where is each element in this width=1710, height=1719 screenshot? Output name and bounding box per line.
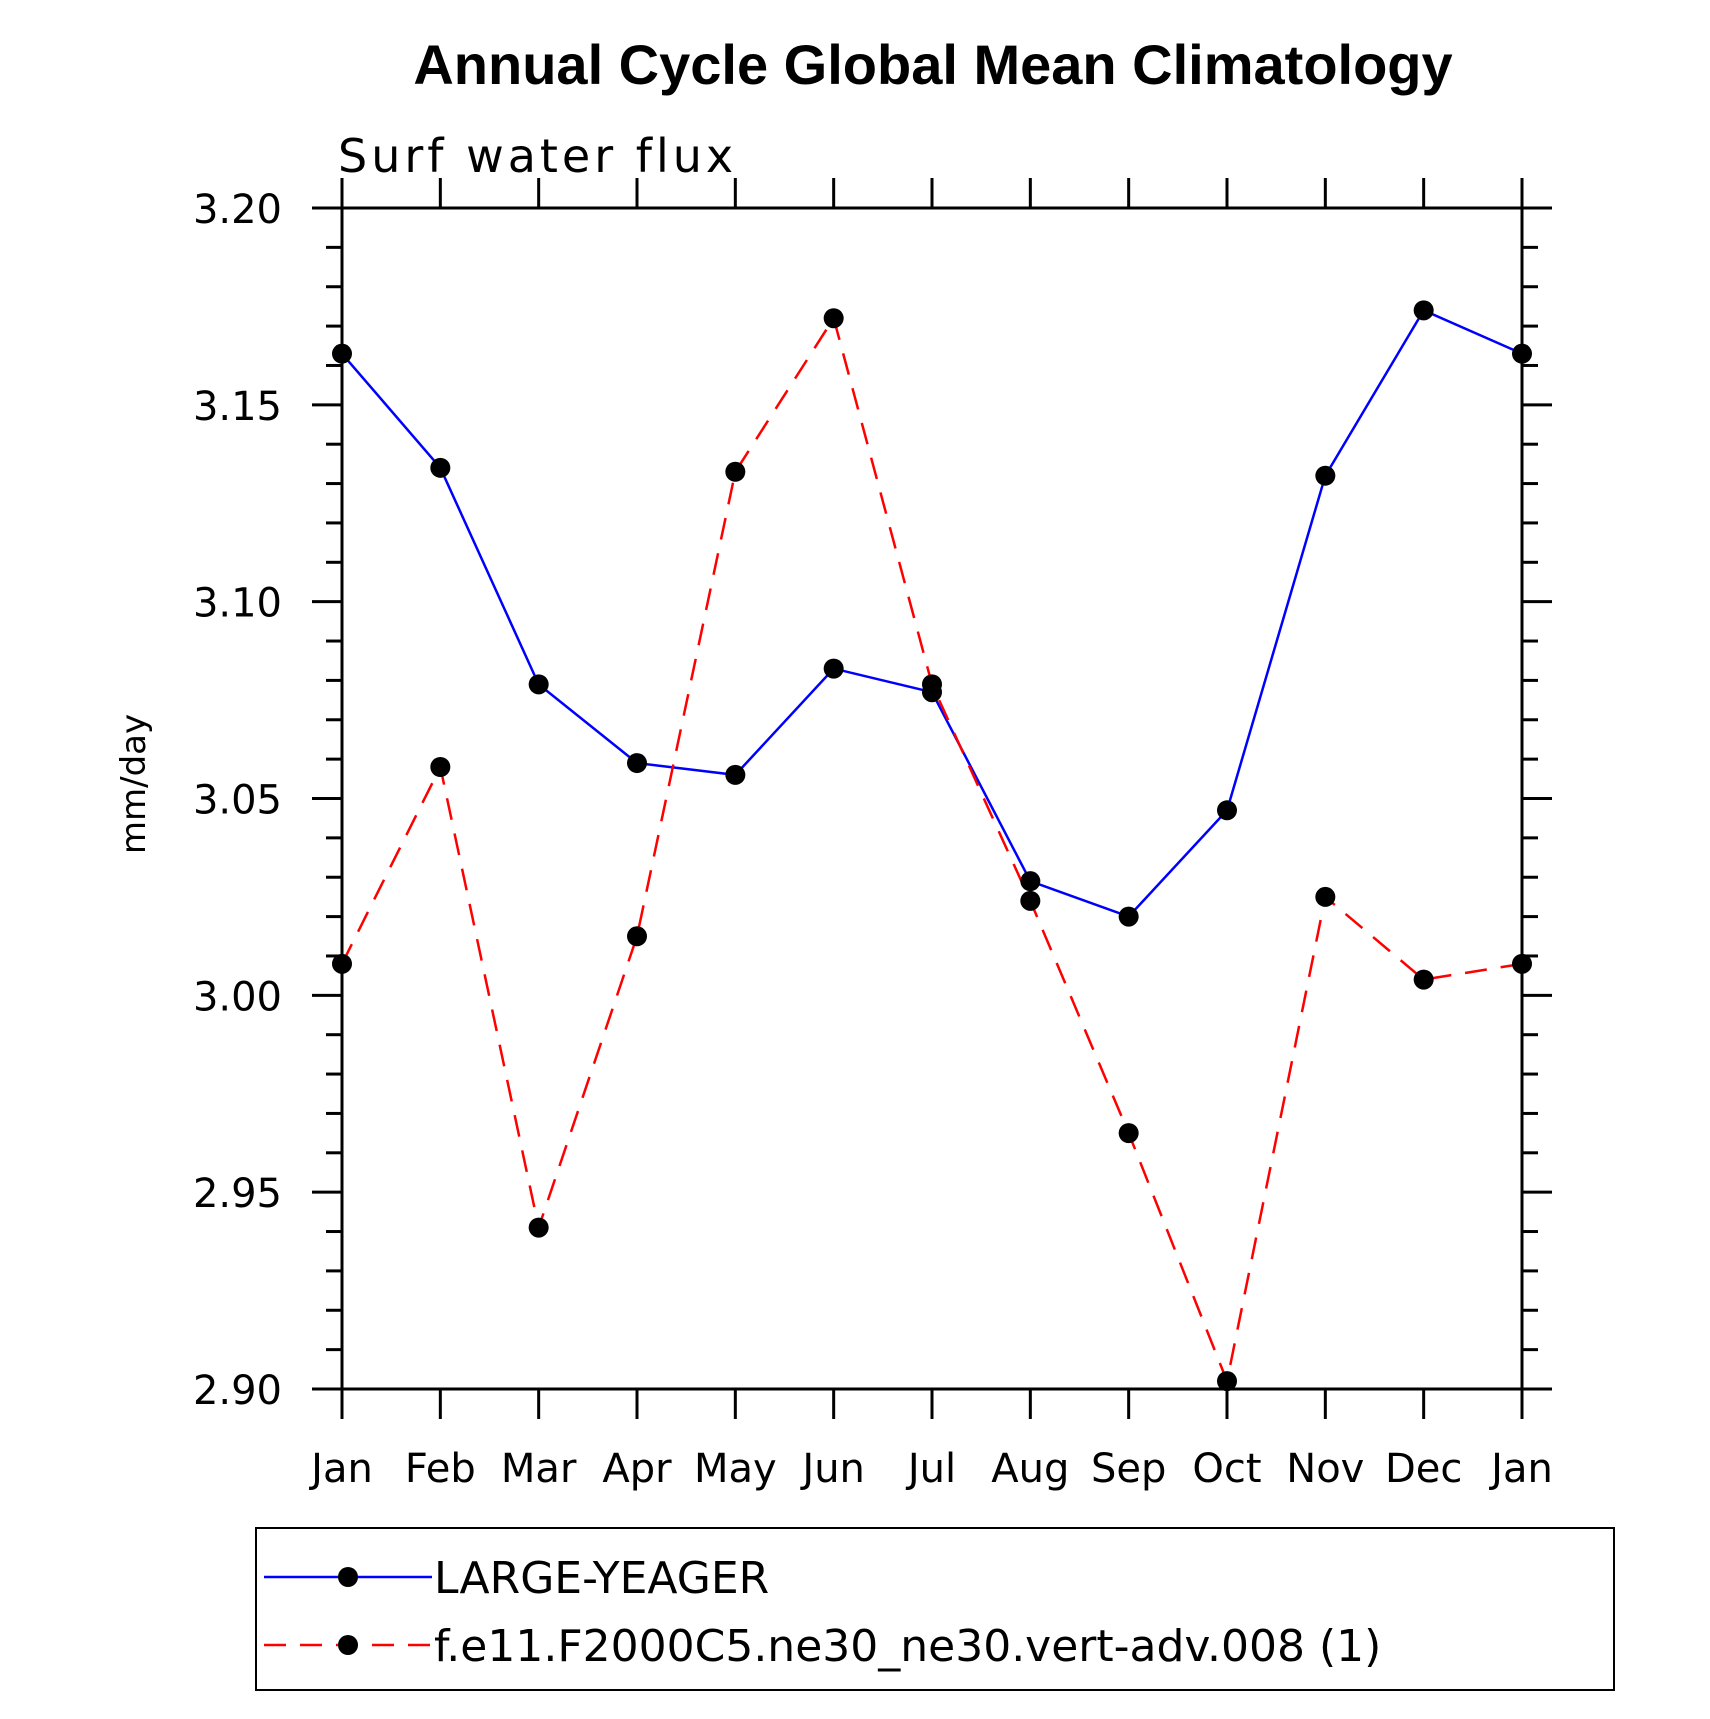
y-tick-labels: 2.90 2.95 3.00 3.05 3.10 3.15 3.20 xyxy=(193,187,282,1414)
series-line-1 xyxy=(341,308,1523,919)
legend-label-2: f.e11.F2000C5.ne30_ne30.vert-adv.008 (1) xyxy=(434,1621,1381,1672)
chart-subtitle: Surf water flux xyxy=(338,129,737,183)
x-tick-label: Sep xyxy=(1091,1446,1166,1492)
data-point-s2-5 xyxy=(823,308,844,329)
data-point-s2-1 xyxy=(430,757,451,778)
x-tick-label: May xyxy=(694,1446,777,1492)
data-point-s2-8 xyxy=(1118,1123,1139,1144)
chart-title: Annual Cycle Global Mean Climatology xyxy=(413,33,1452,96)
data-point-s2-2 xyxy=(528,1217,549,1238)
legend-marker-2 xyxy=(338,1635,358,1655)
data-point-s1-7 xyxy=(1020,871,1041,892)
data-point-s1-9 xyxy=(1217,800,1237,821)
x-tick-label: Apr xyxy=(602,1446,672,1492)
data-point-s2-11 xyxy=(1413,969,1434,990)
x-tick-label: Oct xyxy=(1192,1446,1261,1492)
x-tick-labels: Jan Feb Mar Apr May Jun Jul Aug Sep Oct Nov Dec Jan xyxy=(308,1446,1553,1492)
series-layer xyxy=(332,300,1532,1392)
x-tick-label: Feb xyxy=(405,1446,476,1492)
x-tick-label: Jul xyxy=(905,1446,956,1492)
y-axis-label: mm/day xyxy=(114,714,154,854)
data-point-s1-2 xyxy=(528,674,549,695)
series-line-2 xyxy=(340,315,1523,1386)
data-point-s1-8 xyxy=(1118,906,1139,927)
data-point-s2-9 xyxy=(1217,1371,1237,1392)
y-tick-label: 3.05 xyxy=(193,778,282,824)
x-tick-label: Aug xyxy=(991,1446,1069,1492)
data-point-s2-12 xyxy=(1512,953,1532,974)
data-point-s1-1 xyxy=(430,457,451,478)
x-tick-label: Jan xyxy=(1488,1446,1553,1492)
data-point-s2-7 xyxy=(1020,890,1041,911)
x-tick-label: Jun xyxy=(799,1446,865,1492)
legend: LARGE-YEAGER f.e11.F2000C5.ne30_ne30.vert… xyxy=(255,1527,1615,1691)
x-tick-label: Jan xyxy=(308,1446,373,1492)
data-point-s2-4 xyxy=(725,461,746,482)
plot-frame xyxy=(340,206,1524,1391)
data-point-s1-10 xyxy=(1315,465,1336,486)
y-tick-label: 3.00 xyxy=(193,974,282,1020)
data-point-s2-0 xyxy=(332,953,352,974)
data-point-s2-6 xyxy=(922,674,942,695)
y-tick-label: 3.15 xyxy=(193,384,282,430)
data-point-s1-5 xyxy=(823,658,844,679)
data-point-s2-10 xyxy=(1315,886,1336,907)
legend-marker-1 xyxy=(338,1567,358,1587)
data-point-s1-12 xyxy=(1512,343,1532,364)
axis-ticks xyxy=(312,178,1552,1419)
legend-label-1: LARGE-YEAGER xyxy=(434,1553,769,1604)
x-tick-label: Mar xyxy=(501,1446,577,1492)
y-tick-label: 2.95 xyxy=(193,1171,282,1217)
y-tick-label: 3.10 xyxy=(193,581,282,627)
x-tick-label: Dec xyxy=(1385,1446,1462,1492)
y-tick-label: 3.20 xyxy=(193,187,282,233)
legend-box xyxy=(255,1527,1615,1691)
x-tick-label: Nov xyxy=(1286,1446,1364,1492)
data-point-s1-0 xyxy=(332,343,352,364)
data-point-s2-3 xyxy=(627,926,647,947)
y-tick-label: 2.90 xyxy=(193,1368,282,1414)
data-point-s1-11 xyxy=(1413,300,1434,321)
data-point-s1-4 xyxy=(725,764,746,785)
data-point-s1-3 xyxy=(627,753,647,774)
